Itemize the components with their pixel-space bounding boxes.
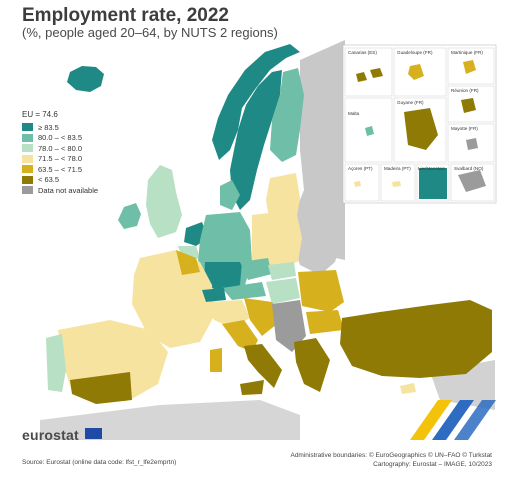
legend-swatch: [22, 165, 33, 174]
footer-boundaries: Administrative boundaries: © EuroGeograp…: [290, 452, 492, 459]
legend-swatch: [22, 186, 33, 195]
region-france: [132, 250, 214, 348]
legend-eu-average: EU = 74.6: [22, 110, 58, 119]
region-italy-centre: [222, 320, 258, 352]
inset-label-svalbard: Svalbard (NO): [454, 166, 484, 171]
legend-label: Data not available: [38, 185, 99, 195]
inset-labels: Canarias (ES) Guadeloupe (FR) Martinique…: [348, 50, 484, 171]
legend-label: ≥ 83.5: [38, 122, 59, 132]
region-iceland: [67, 66, 104, 92]
inset-label-madeira: Madeira (PT): [384, 166, 411, 171]
inset-label-liechtenstein: Liechtenstein: [418, 166, 446, 171]
region-france-north: [176, 250, 200, 275]
region-sweden: [230, 70, 282, 210]
inset-shapes: [354, 60, 486, 199]
region-uk: [146, 165, 182, 238]
legend-row: < 63.5: [22, 175, 98, 186]
legend-label: < 63.5: [38, 175, 60, 185]
inset-boxes: [344, 47, 495, 202]
legend-row: ≥ 83.5: [22, 122, 98, 133]
legend-label: 63.5 – < 71.5: [38, 164, 82, 174]
legend-swatch: [22, 175, 33, 184]
eu-flag-icon: [85, 428, 102, 439]
region-spain-south: [70, 372, 132, 404]
legend-row: 78.0 – < 80.0: [22, 143, 98, 154]
legend-swatch: [22, 144, 33, 153]
legend-row: Data not available: [22, 185, 98, 196]
region-czechia: [240, 258, 272, 280]
region-italy-south: [244, 344, 282, 388]
map-title: Employment rate, 2022: [22, 5, 229, 26]
inset-label-canarias: Canarias (ES): [348, 50, 377, 55]
region-switzerland: [202, 288, 226, 302]
footer-cartography: Cartography: Eurostat – IMAGE, 10/2023: [373, 461, 492, 468]
region-bulgaria: [306, 310, 344, 334]
legend-label: 71.5 – < 78.0: [38, 154, 82, 164]
inset-label-guadeloupe: Guadeloupe (FR): [397, 50, 433, 55]
region-slovakia: [268, 262, 296, 280]
region-hungary: [266, 278, 300, 304]
legend-row: 71.5 – < 78.0: [22, 154, 98, 165]
region-germany-south: [204, 262, 242, 292]
inset-label-reunion: Réunion (FR): [451, 88, 479, 93]
region-poland: [252, 210, 302, 268]
region-greece: [294, 338, 330, 392]
eurostat-graphic-stripes: [410, 400, 496, 440]
region-finland: [270, 68, 304, 162]
eurostat-logo: eurostat: [22, 427, 79, 443]
region-turkey: [340, 300, 492, 378]
region-western-balkans-na: [272, 300, 306, 352]
legend-label: 78.0 – < 80.0: [38, 143, 82, 153]
inset-label-martinique: Martinique (FR): [451, 50, 483, 55]
legend-row: 80.0 – < 83.5: [22, 133, 98, 144]
region-cyprus: [400, 383, 416, 394]
legend-row: 63.5 – < 71.5: [22, 164, 98, 175]
inset-label-guyane: Guyane (FR): [397, 100, 424, 105]
map-subtitle: (%, people aged 20–64, by NUTS 2 regions…: [22, 25, 278, 40]
region-ireland: [118, 203, 141, 229]
region-denmark: [220, 180, 240, 210]
legend: EU = 74.6 ≥ 83.5 80.0 – < 83.5 78.0 – < …: [22, 110, 98, 196]
region-romania: [298, 270, 344, 312]
inset-label-acores: Açores (PT): [348, 166, 373, 171]
inset-label-mayotte: Mayotte (FR): [451, 126, 478, 131]
non-eu-land: [300, 205, 345, 260]
region-austria: [222, 282, 266, 300]
legend-swatch: [22, 123, 33, 132]
region-portugal: [46, 334, 66, 392]
legend-swatch: [22, 154, 33, 163]
non-eu-land-north-africa: [40, 400, 300, 440]
region-sardinia: [210, 348, 222, 372]
region-norway: [212, 44, 300, 160]
inset-label-malta: Malta: [348, 111, 360, 116]
legend-swatch: [22, 133, 33, 142]
legend-label: 80.0 – < 83.5: [38, 133, 82, 143]
region-sicily: [240, 380, 264, 395]
footer-source: Source: Eurostat (online data code: lfst…: [22, 459, 177, 466]
